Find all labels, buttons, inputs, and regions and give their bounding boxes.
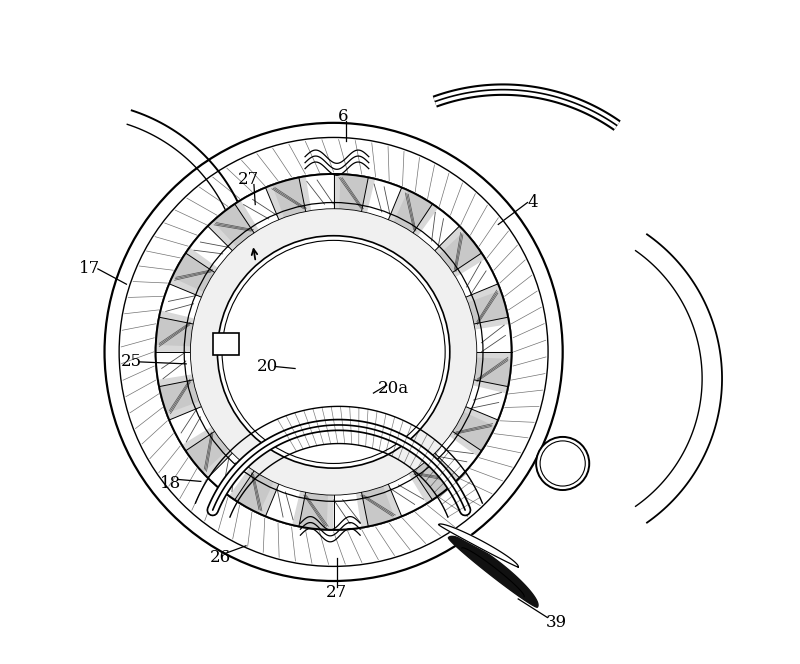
Polygon shape	[159, 380, 200, 414]
Text: 18: 18	[160, 475, 182, 492]
Polygon shape	[434, 436, 478, 478]
Polygon shape	[172, 253, 215, 292]
Polygon shape	[474, 324, 511, 352]
Polygon shape	[241, 187, 279, 230]
Polygon shape	[339, 174, 368, 212]
Text: 6: 6	[338, 108, 349, 125]
Polygon shape	[388, 473, 426, 517]
Polygon shape	[334, 493, 362, 530]
Text: 27: 27	[238, 171, 259, 188]
Circle shape	[536, 437, 590, 490]
Polygon shape	[449, 537, 538, 607]
Polygon shape	[467, 290, 508, 324]
Polygon shape	[186, 431, 229, 473]
Polygon shape	[156, 317, 194, 347]
Polygon shape	[474, 357, 511, 386]
Polygon shape	[156, 352, 193, 380]
Polygon shape	[362, 486, 395, 527]
Bar	[214, 333, 238, 355]
Polygon shape	[418, 208, 459, 251]
Circle shape	[156, 174, 511, 530]
Text: 20a: 20a	[378, 380, 409, 397]
Text: 26: 26	[210, 549, 231, 566]
Polygon shape	[367, 179, 402, 220]
Text: 25: 25	[121, 353, 142, 371]
Polygon shape	[394, 191, 433, 233]
Text: 27: 27	[326, 584, 347, 601]
Polygon shape	[438, 231, 482, 273]
Text: 17: 17	[78, 260, 100, 278]
Polygon shape	[156, 174, 511, 530]
Polygon shape	[190, 226, 233, 268]
Polygon shape	[266, 484, 300, 525]
Polygon shape	[413, 457, 454, 500]
Circle shape	[191, 209, 476, 495]
Text: 39: 39	[546, 614, 566, 631]
Polygon shape	[455, 259, 498, 297]
Polygon shape	[161, 284, 202, 319]
Polygon shape	[452, 412, 495, 451]
Polygon shape	[306, 174, 334, 211]
Polygon shape	[213, 204, 254, 247]
Polygon shape	[466, 385, 506, 420]
Circle shape	[218, 236, 450, 468]
Polygon shape	[272, 177, 306, 218]
Polygon shape	[208, 453, 250, 496]
Circle shape	[105, 123, 562, 581]
Text: 20: 20	[257, 358, 278, 375]
Polygon shape	[299, 492, 328, 530]
Polygon shape	[438, 524, 518, 567]
Polygon shape	[234, 471, 274, 513]
Text: 4: 4	[527, 194, 538, 211]
Polygon shape	[169, 406, 212, 445]
